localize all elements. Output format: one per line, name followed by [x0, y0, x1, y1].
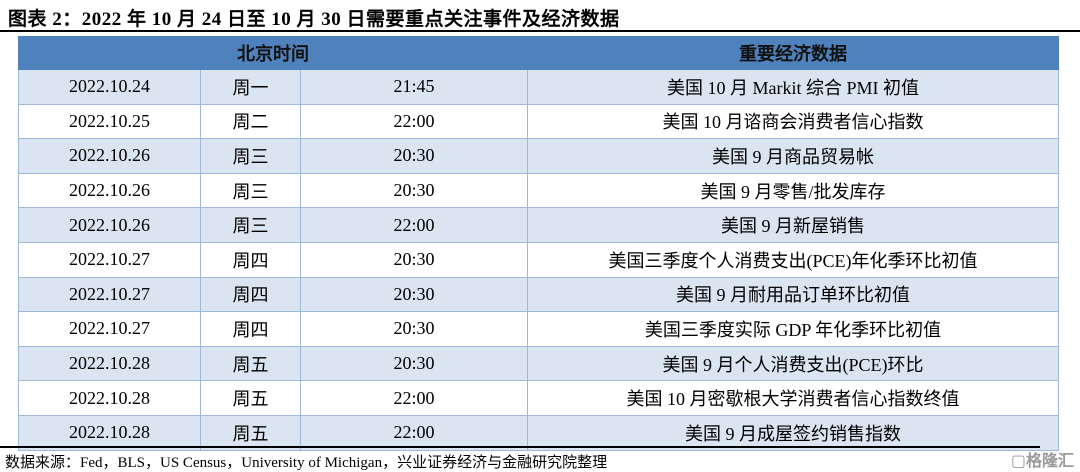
header-economic-data: 重要经济数据: [527, 36, 1060, 70]
cell-day: 周五: [200, 345, 301, 382]
title-divider: [0, 30, 1080, 32]
cell-time: 22:00: [299, 103, 529, 140]
cell-day: 周四: [200, 276, 301, 313]
table-row: 2022.10.27 周四 20:30 美国三季度实际 GDP 年化季环比初值: [18, 311, 1060, 347]
cell-date: 2022.10.28: [18, 414, 201, 451]
cell-date: 2022.10.26: [18, 172, 201, 209]
cell-date: 2022.10.27: [18, 311, 201, 347]
cell-time: 20:30: [299, 276, 529, 313]
cell-event: 美国 10 月密歇根大学消费者信心指数终值: [527, 380, 1060, 416]
cell-time: 21:45: [299, 69, 529, 105]
events-table: 北京时间 重要经济数据 2022.10.24 周一 21:45 美国 10 月 Mar…: [17, 36, 1060, 451]
cell-day: 周三: [200, 207, 301, 243]
cell-event: 美国 9 月零售/批发库存: [527, 172, 1060, 209]
watermark-logo: ▢格隆汇: [1010, 451, 1074, 470]
cell-day: 周三: [200, 172, 301, 209]
cell-time: 22:00: [299, 380, 529, 416]
cell-event: 美国 9 月成屋签约销售指数: [527, 414, 1060, 451]
cell-date: 2022.10.28: [18, 380, 201, 416]
cell-date: 2022.10.26: [18, 207, 201, 243]
table-row: 2022.10.26 周三 22:00 美国 9 月新屋销售: [18, 207, 1060, 243]
figure-title: 图表 2：2022 年 10 月 24 日至 10 月 30 日需要重点关注事件…: [8, 9, 620, 30]
table-row: 2022.10.25 周二 22:00 美国 10 月谘商会消费者信心指数: [18, 103, 1060, 140]
cell-event: 美国 10 月谘商会消费者信心指数: [527, 103, 1060, 140]
table-row: 2022.10.24 周一 21:45 美国 10 月 Markit 综合 PMI 初…: [18, 69, 1060, 105]
table-row: 2022.10.28 周五 20:30 美国 9 月个人消费支出(PCE)环比: [18, 345, 1060, 382]
table-row: 2022.10.27 周四 20:30 美国三季度个人消费支出(PCE)年化季环比初值: [18, 241, 1060, 278]
header-beijing-time: 北京时间: [17, 36, 529, 70]
cell-event: 美国三季度实际 GDP 年化季环比初值: [527, 311, 1060, 347]
cell-day: 周三: [200, 138, 301, 174]
cell-day: 周五: [200, 414, 301, 451]
cell-day: 周二: [200, 103, 301, 140]
cell-date: 2022.10.24: [18, 69, 201, 105]
cell-time: 20:30: [299, 241, 529, 278]
table-row: 2022.10.26 周三 20:30 美国 9 月零售/批发库存: [18, 172, 1060, 209]
cell-time: 22:00: [299, 414, 529, 451]
cell-event: 美国 10 月 Markit 综合 PMI 初值: [527, 69, 1060, 105]
cell-time: 20:30: [299, 311, 529, 347]
table-row: 2022.10.28 周五 22:00 美国 10 月密歇根大学消费者信心指数终值: [18, 380, 1060, 416]
cell-day: 周五: [200, 380, 301, 416]
cell-time: 20:30: [299, 138, 529, 174]
cell-date: 2022.10.27: [18, 241, 201, 278]
table-header: 北京时间 重要经济数据: [17, 36, 1060, 70]
table-row: 2022.10.26 周三 20:30 美国 9 月商品贸易帐: [18, 138, 1060, 174]
cell-date: 2022.10.28: [18, 345, 201, 382]
cell-time: 20:30: [299, 172, 529, 209]
cell-event: 美国 9 月商品贸易帐: [527, 138, 1060, 174]
cell-event: 美国 9 月个人消费支出(PCE)环比: [527, 345, 1060, 382]
cell-day: 周四: [200, 241, 301, 278]
cell-event: 美国三季度个人消费支出(PCE)年化季环比初值: [527, 241, 1060, 278]
table-row: 2022.10.27 周四 20:30 美国 9 月耐用品订单环比初值: [18, 276, 1060, 313]
cell-date: 2022.10.27: [18, 276, 201, 313]
table-bottom-divider: [0, 446, 1040, 448]
cell-time: 20:30: [299, 345, 529, 382]
cell-day: 周四: [200, 311, 301, 347]
cell-time: 22:00: [299, 207, 529, 243]
cell-date: 2022.10.26: [18, 138, 201, 174]
cell-day: 周一: [200, 69, 301, 105]
cell-event: 美国 9 月新屋销售: [527, 207, 1060, 243]
source-note: 数据来源：Fed，BLS，US Census，University of Mic…: [5, 455, 608, 471]
cell-date: 2022.10.25: [18, 103, 201, 140]
cell-event: 美国 9 月耐用品订单环比初值: [527, 276, 1060, 313]
table-row: 2022.10.28 周五 22:00 美国 9 月成屋签约销售指数: [18, 414, 1060, 451]
